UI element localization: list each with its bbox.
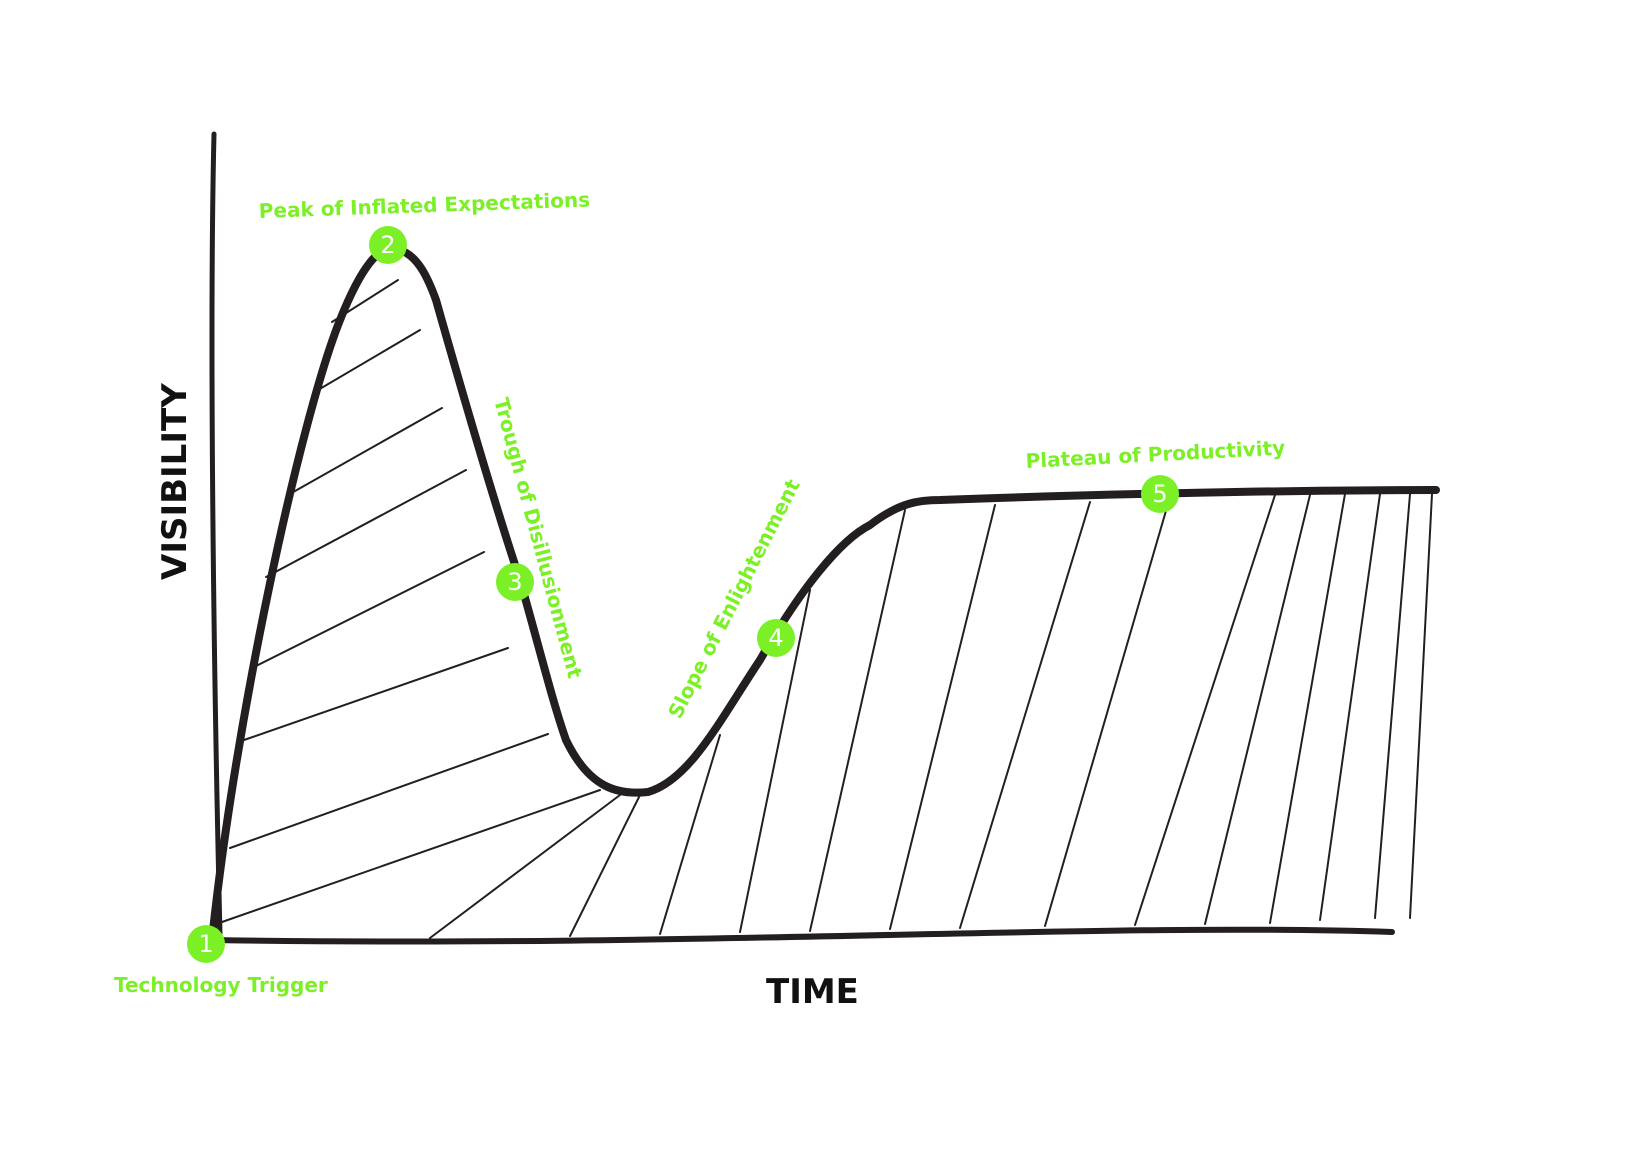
phase-label-slope: Slope of Enlightenment — [663, 475, 805, 722]
phase-label-peak: Peak of Inflated Expectations — [258, 187, 590, 223]
phase-label-technology-trigger: Technology Trigger — [114, 973, 328, 997]
svg-text:5: 5 — [1152, 480, 1167, 508]
phase-marker-3: 3 — [496, 563, 534, 601]
phase-label-plateau: Plateau of Productivity — [1025, 435, 1286, 473]
y-axis-line — [209, 131, 223, 938]
svg-text:2: 2 — [380, 231, 395, 259]
x-axis-line — [209, 926, 1395, 945]
phase-marker-2: 2 — [369, 226, 407, 264]
svg-text:1: 1 — [198, 930, 213, 958]
phase-marker-5: 5 — [1141, 475, 1179, 513]
phase-marker-4: 4 — [757, 619, 795, 657]
hype-curve — [208, 244, 1440, 944]
hatch-shading — [221, 279, 1433, 939]
y-axis-label: VISIBILITY — [155, 383, 195, 580]
x-axis-label: TIME — [766, 972, 859, 1012]
svg-text:4: 4 — [768, 624, 783, 652]
svg-text:3: 3 — [507, 568, 522, 596]
phase-marker-1: 1 — [187, 925, 225, 963]
